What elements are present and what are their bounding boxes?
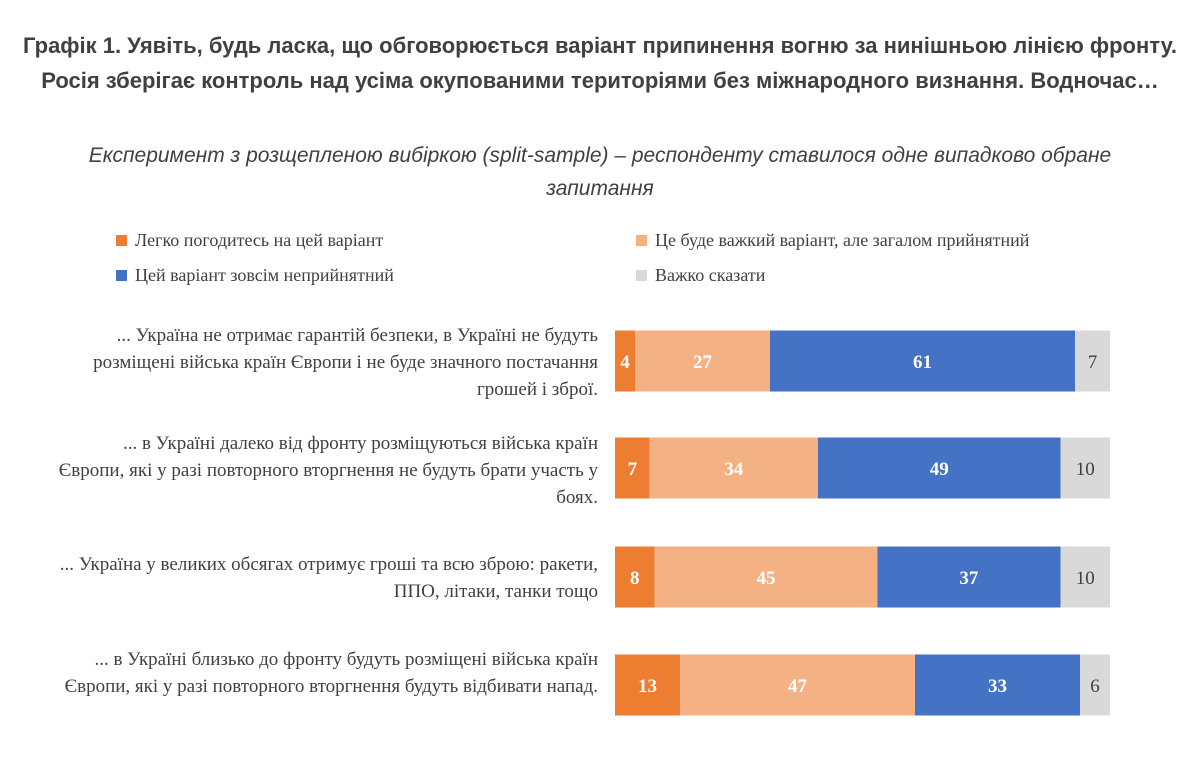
legend-item-unacceptable: Цей варіант зовсім неприйнятний [116,264,394,286]
data-label-hard-to-say-row-3: 10 [1076,568,1095,589]
bar-segment-hard-to-say-row-2 [1060,437,1110,499]
bar-segment-unacceptable-row-4 [915,654,1080,716]
legend-swatch-hard-to-say [636,269,647,281]
bar-segment-hard-to-say-row-3 [1060,546,1110,608]
data-label-hard-acceptable-row-3: 45 [756,568,775,589]
legend-label-hard-to-say: Важко сказати [655,264,766,285]
legend-swatch-unacceptable [116,269,127,281]
data-label-unacceptable-row-2: 49 [930,459,949,480]
legend-label-hard-acceptable: Це буде важкий варіант, але загалом прий… [655,229,1030,250]
category-label-no-guarantees: ... Україна не отримає гарантій безпеки,… [93,325,598,400]
legend-swatch-easy [116,234,127,246]
legend-item-easy: Легко погодитесь на цей варіант [116,229,383,251]
bar-segment-hard-to-say-row-4 [1080,654,1110,716]
bar-segment-easy-row-2 [615,437,650,499]
category-label-money-and-weapons: ... Україна у великих обсягах отримує гр… [59,554,598,602]
bar-segment-hard-acceptable-row-1 [635,330,770,392]
category-label-troops-near-front: ... в Україні близько до фронту будуть р… [64,649,598,697]
legend-swatch-hard-acceptable [636,234,647,246]
data-label-hard-acceptable-row-2: 34 [724,459,744,480]
bar-segment-unacceptable-row-1 [770,330,1075,392]
data-label-unacceptable-row-3: 37 [959,568,979,589]
legend-label-easy: Легко погодитесь на цей варіант [135,229,384,250]
bar-segment-unacceptable-row-3 [877,546,1061,608]
data-label-hard-to-say-row-4: 6 [1090,676,1100,697]
bar-segment-easy-row-3 [615,546,655,608]
bar-segment-hard-acceptable-row-3 [654,546,878,608]
data-label-easy-row-4: 13 [638,676,657,697]
bar-segment-unacceptable-row-2 [817,437,1061,499]
legend-label-unacceptable: Цей варіант зовсім неприйнятний [135,264,394,285]
data-label-easy-row-3: 8 [630,568,640,589]
legend-item-hard-acceptable: Це буде важкий варіант, але загалом прий… [636,229,1029,251]
legend-item-hard-to-say: Важко сказати [636,264,765,286]
data-label-hard-acceptable-row-4: 47 [788,676,808,697]
chart-subtitle: Експеримент з розщепленою вибіркою (spli… [88,144,1112,200]
data-label-hard-acceptable-row-1: 27 [693,352,713,373]
data-label-unacceptable-row-1: 61 [913,352,932,373]
bar-segment-hard-to-say-row-1 [1075,330,1110,392]
data-label-hard-to-say-row-2: 10 [1076,459,1095,480]
data-label-unacceptable-row-4: 33 [988,676,1007,697]
bar-segment-hard-acceptable-row-2 [649,437,818,499]
data-label-hard-to-say-row-1: 7 [1088,352,1098,373]
chart-title: Графік 1. Уявіть, будь ласка, що обговор… [23,33,1177,93]
data-label-easy-row-2: 7 [628,459,638,480]
bar-segment-hard-acceptable-row-4 [680,654,915,716]
bar-segment-easy-row-4 [615,654,680,716]
category-label-troops-far-from-front: ... в Україні далеко від фронту розміщую… [58,433,598,508]
data-label-easy-row-1: 4 [620,352,630,373]
bar-segment-easy-row-1 [615,330,635,392]
